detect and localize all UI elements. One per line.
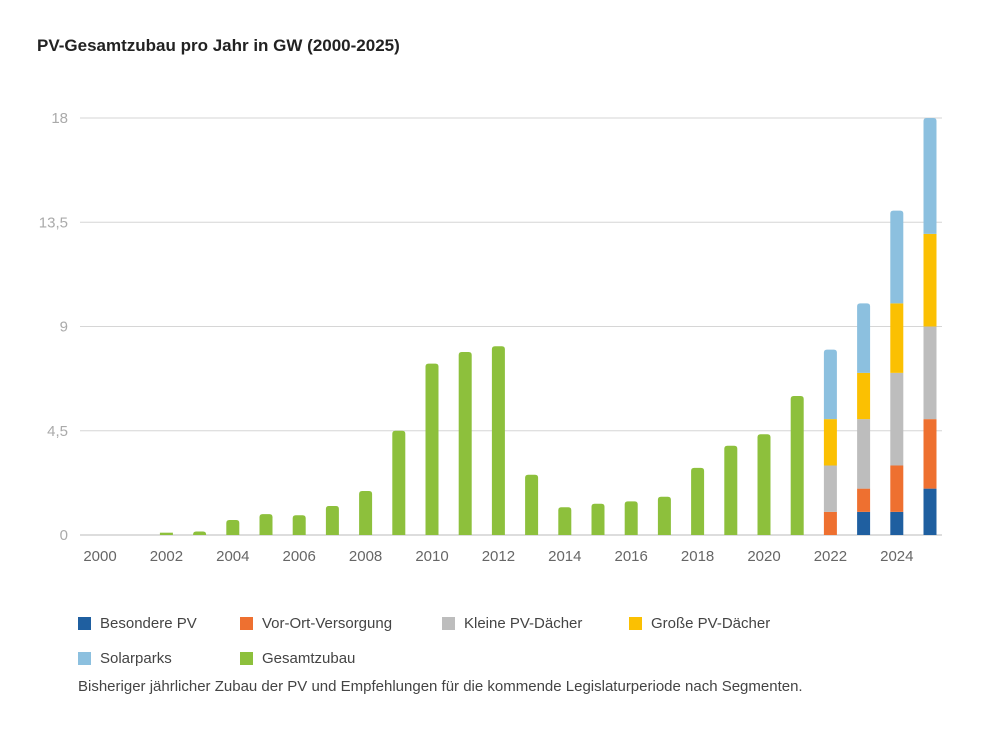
legend-swatch xyxy=(442,617,455,630)
legend: Besondere PV Vor-Ort-Versorgung Kleine PV-… xyxy=(78,606,789,676)
x-tick-label: 2020 xyxy=(747,548,780,565)
y-tick-label: 18 xyxy=(51,110,68,127)
legend-label: Kleine PV-Dächer xyxy=(464,615,583,632)
bar-gesamtzubau-2012 xyxy=(491,346,505,535)
x-tick-label: 2018 xyxy=(681,548,714,565)
bar-gesamtzubau-2007 xyxy=(325,506,339,535)
bar-gro-e-pv-d-cher-2022 xyxy=(823,419,837,466)
y-tick-label: 9 xyxy=(60,319,68,336)
legend-label: Besondere PV xyxy=(100,615,197,632)
bar-gesamtzubau-2013 xyxy=(525,474,539,535)
x-tick-label: 2014 xyxy=(548,548,581,565)
bar-besondere-pv-2023 xyxy=(857,511,871,535)
bar-besondere-pv-2024 xyxy=(890,511,904,535)
bar-gro-e-pv-d-cher-2025 xyxy=(923,233,937,327)
bar-gesamtzubau-2008 xyxy=(359,490,373,535)
x-tick-label: 2002 xyxy=(150,548,183,565)
bar-chart: 0 4,5 9 13,5 18 2000 2002 2004 2006 2008 2010 2012 2… xyxy=(39,110,942,565)
legend-item: Kleine PV-Dächer xyxy=(442,615,629,632)
bar-gro-e-pv-d-cher-2023 xyxy=(857,372,871,420)
legend-swatch xyxy=(240,617,253,630)
bar-gesamtzubau-2018 xyxy=(691,467,705,535)
legend-label: Gesamtzubau xyxy=(262,650,356,667)
bar-vor-ort-versorgung-2024 xyxy=(890,465,904,512)
legend-label: Solarparks xyxy=(100,650,172,667)
x-tick-label: 2012 xyxy=(482,548,515,565)
x-tick-label: 2022 xyxy=(814,548,847,565)
legend-item: Gesamtzubau xyxy=(240,650,442,667)
x-tick-label: 2008 xyxy=(349,548,382,565)
bar-vor-ort-versorgung-2025 xyxy=(923,419,937,489)
bar-gesamtzubau-2011 xyxy=(458,351,472,535)
bar-gesamtzubau-2021 xyxy=(790,396,804,535)
legend-item: Besondere PV xyxy=(78,615,240,632)
y-tick-label: 0 xyxy=(60,527,68,544)
legend-label: Große PV-Dächer xyxy=(651,615,771,632)
x-tick-label: 2016 xyxy=(615,548,648,565)
bar-vor-ort-versorgung-2022 xyxy=(823,511,837,535)
y-tick-label: 13,5 xyxy=(39,214,68,231)
chart-title: PV-Gesamtzubau pro Jahr in GW (2000-2025… xyxy=(37,36,400,55)
bar-gesamtzubau-2019 xyxy=(724,445,738,535)
y-tick-label: 4,5 xyxy=(47,423,68,440)
bar-gesamtzubau-2006 xyxy=(292,515,306,535)
bar-kleine-pv-d-cher-2023 xyxy=(857,419,871,489)
bar-gro-e-pv-d-cher-2024 xyxy=(890,303,904,373)
legend-swatch xyxy=(240,652,253,665)
legend-item: Große PV-Dächer xyxy=(629,615,789,632)
bar-solarparks-2024 xyxy=(890,210,904,304)
bar-kleine-pv-d-cher-2025 xyxy=(923,326,937,420)
x-tick-label: 2010 xyxy=(415,548,448,565)
bar-gesamtzubau-2004 xyxy=(226,519,240,535)
x-tick-label: 2000 xyxy=(83,548,116,565)
x-tick-label: 2024 xyxy=(880,548,913,565)
chart-caption: Bisheriger jährlicher Zubau der PV und E… xyxy=(78,678,803,695)
bar-vor-ort-versorgung-2023 xyxy=(857,488,871,512)
bar-gesamtzubau-2014 xyxy=(558,507,572,535)
bar-kleine-pv-d-cher-2022 xyxy=(823,465,837,512)
legend-item: Solarparks xyxy=(78,650,240,667)
legend-swatch xyxy=(629,617,642,630)
bar-gesamtzubau-2003 xyxy=(193,531,207,535)
bar-besondere-pv-2025 xyxy=(923,488,937,535)
bar-gesamtzubau-2005 xyxy=(259,514,273,535)
legend-swatch xyxy=(78,652,91,665)
bar-solarparks-2025 xyxy=(923,118,937,234)
bar-kleine-pv-d-cher-2024 xyxy=(890,372,904,466)
legend-label: Vor-Ort-Versorgung xyxy=(262,615,393,632)
bar-gesamtzubau-2020 xyxy=(757,434,771,535)
bar-gesamtzubau-2016 xyxy=(624,501,638,535)
bar-solarparks-2022 xyxy=(823,349,837,420)
bar-gesamtzubau-2010 xyxy=(425,363,439,535)
bar-gesamtzubau-2015 xyxy=(591,503,605,535)
x-tick-label: 2004 xyxy=(216,548,249,565)
bar-solarparks-2023 xyxy=(857,303,871,373)
legend-swatch xyxy=(78,617,91,630)
bar-gesamtzubau-2002 xyxy=(159,532,173,535)
bar-gesamtzubau-2009 xyxy=(392,430,406,535)
legend-item: Vor-Ort-Versorgung xyxy=(240,615,442,632)
bar-gesamtzubau-2017 xyxy=(657,496,671,535)
x-tick-label: 2006 xyxy=(283,548,316,565)
